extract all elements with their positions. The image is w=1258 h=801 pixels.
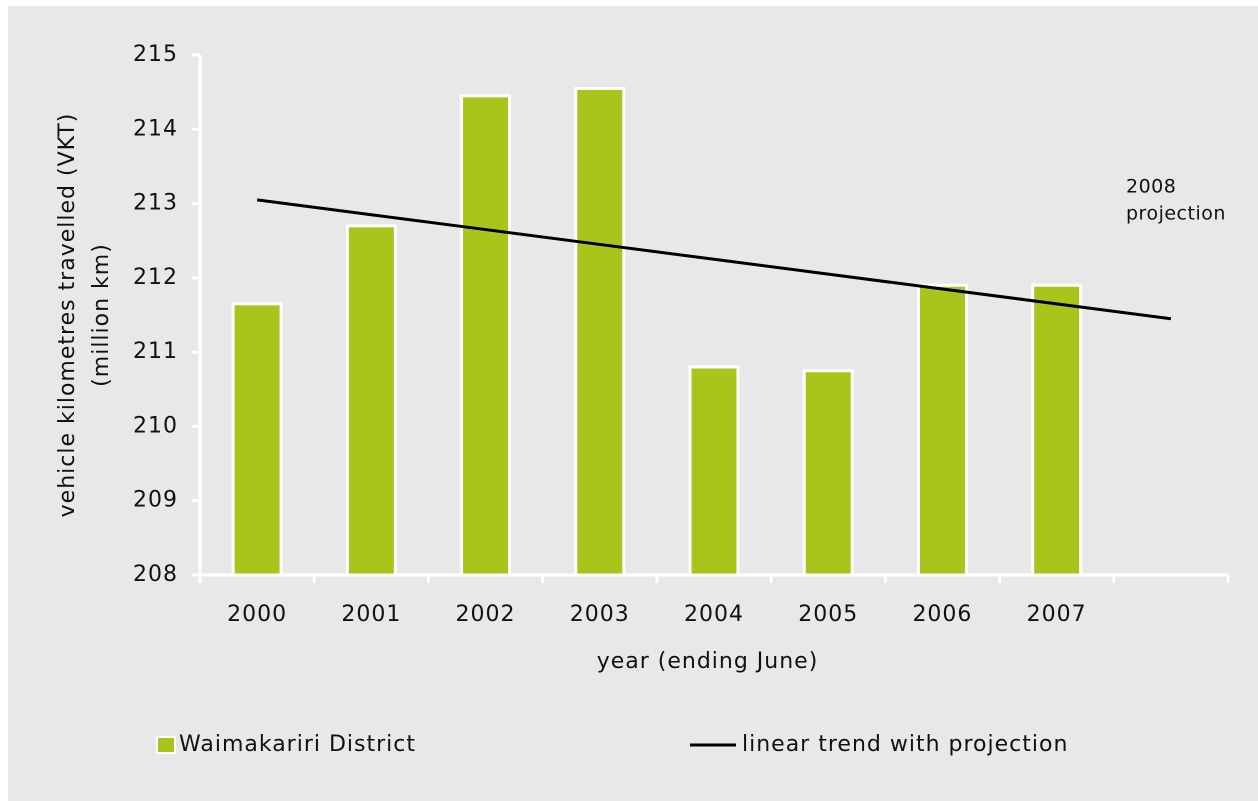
x-tick-label: 2004 (684, 602, 744, 627)
y-tick-label: 215 (133, 42, 178, 67)
bar (688, 365, 740, 577)
legend-label: Waimakariri District (179, 732, 416, 757)
legend-label: linear trend with projection (742, 732, 1068, 757)
x-tick-label: 2006 (912, 602, 972, 627)
x-tick-label: 2003 (570, 602, 630, 627)
x-tick-label: 2000 (227, 602, 287, 627)
trend-line (256, 198, 1172, 321)
annotation: 2008 (1126, 176, 1176, 198)
bar (802, 369, 854, 577)
bar (345, 224, 397, 577)
bar (231, 302, 283, 577)
x-tick-label: 2001 (341, 602, 401, 627)
legend-swatch (156, 736, 176, 754)
y-axis-title: vehicle kilometres travelled (VKT) (55, 113, 80, 518)
bar (460, 94, 512, 577)
x-tick-label: 2005 (798, 602, 858, 627)
y-tick-label: 213 (133, 191, 178, 216)
y-tick-label: 212 (133, 265, 178, 290)
annotation: projection (1126, 203, 1226, 225)
bar (1031, 283, 1083, 577)
y-tick-label: 209 (133, 488, 178, 513)
bar (916, 283, 968, 577)
x-tick-label: 2007 (1027, 602, 1087, 627)
bar (574, 86, 626, 577)
y-tick-label: 211 (133, 339, 178, 364)
y-axis-title: (million km) (89, 243, 114, 387)
y-tick-label: 210 (133, 413, 178, 438)
y-tick-label: 214 (133, 116, 178, 141)
x-tick-label: 2002 (456, 602, 516, 627)
y-tick-label: 208 (133, 562, 178, 587)
x-axis-title: year (ending June) (597, 649, 819, 674)
